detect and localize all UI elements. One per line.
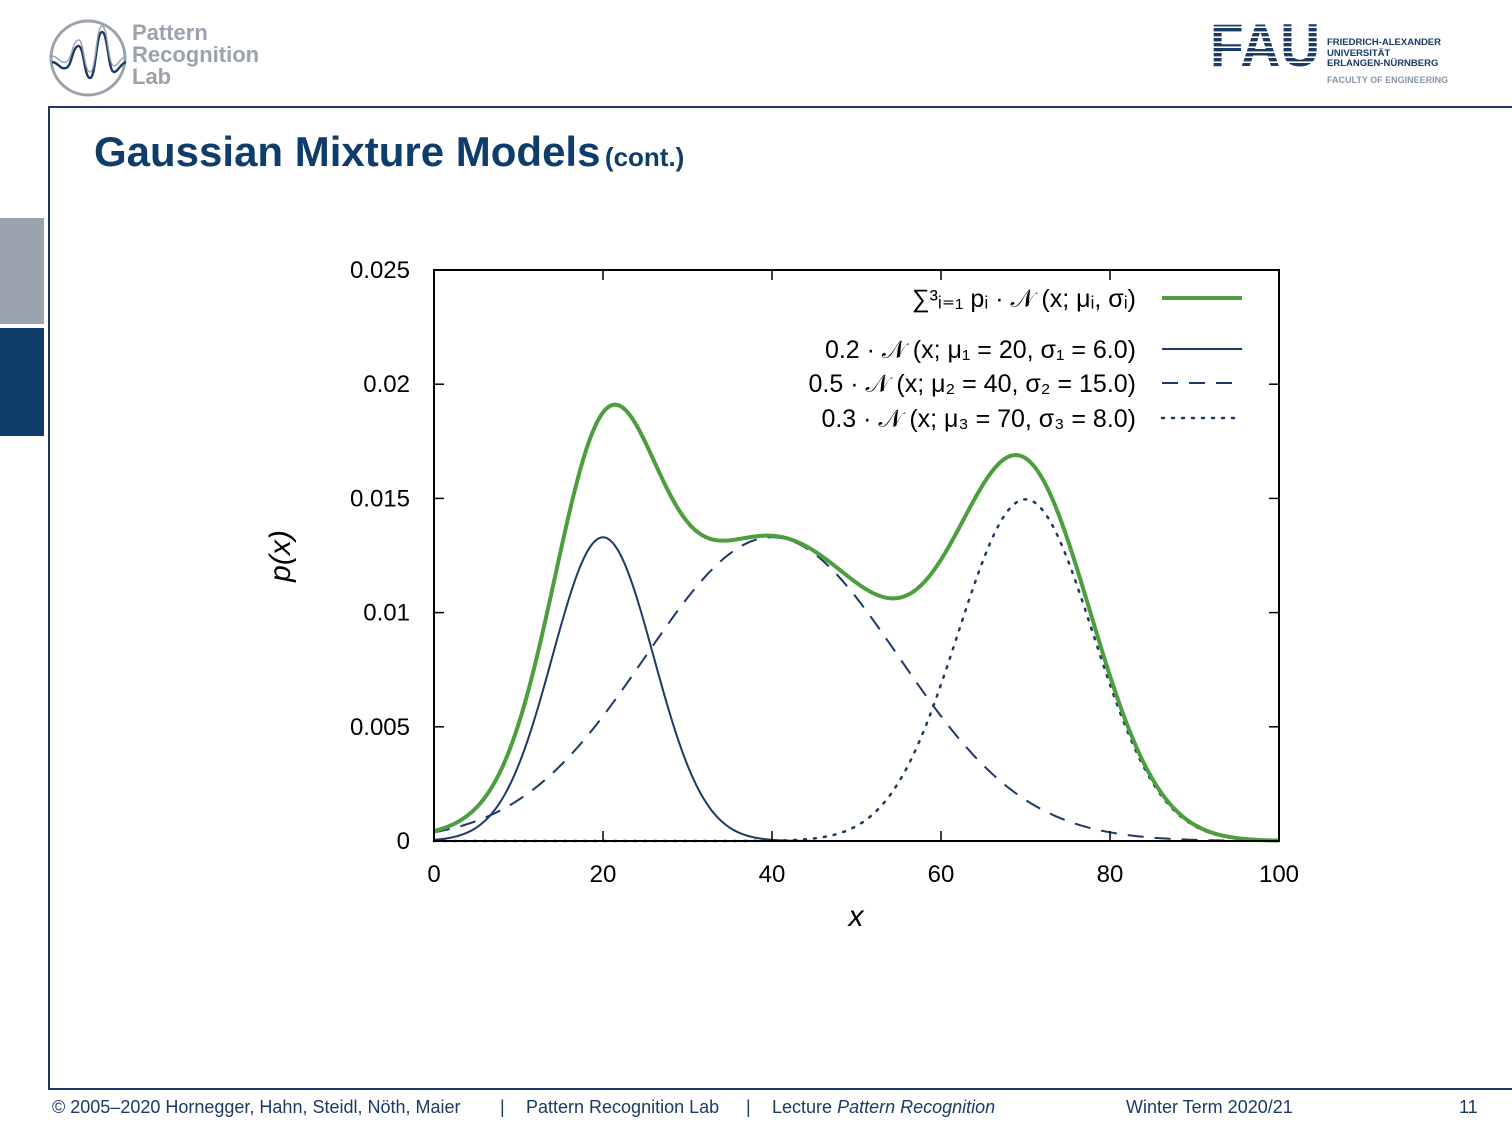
series-line-2 (433, 536, 1279, 842)
footer-page-number: 11 (1459, 1097, 1478, 1117)
y-tick-label: 0.02 (363, 371, 410, 398)
side-tab-active[interactable] (0, 328, 44, 436)
series-line-4 (432, 498, 1281, 843)
side-tab-upper[interactable] (0, 218, 44, 324)
legend-label-3: 0.5 · 𝒩 (x; μ₂ = 40, σ₂ = 15.0) (809, 370, 1137, 398)
footer-separator-2: | (746, 1097, 751, 1117)
y-tick-label: 0.025 (350, 257, 410, 284)
fau-line-3: ERLANGEN-NÜRNBERG (1327, 58, 1439, 69)
x-tick-label: 40 (759, 861, 786, 888)
fau-wordmark-icon: FAU (1210, 18, 1320, 70)
y-axis-label: p(x) (264, 530, 297, 583)
footer-separator-1: | (500, 1097, 505, 1117)
lab-logo-line-2: Recognition (132, 42, 260, 67)
legend-label-2: 0.2 · 𝒩 (x; μ₁ = 20, σ₁ = 6.0) (825, 336, 1136, 364)
lab-logo-text: Pattern Recognition Lab (132, 22, 259, 88)
series-line-1 (433, 402, 1280, 843)
pattern-recognition-lab-logo: Pattern Recognition Lab (48, 18, 288, 100)
frame-top-rule (48, 106, 1512, 108)
x-tick-label: 80 (1097, 861, 1124, 888)
footer-term: Winter Term 2020/21 (1126, 1097, 1293, 1117)
x-tick-label: 100 (1259, 861, 1299, 888)
lab-logo-line-1: Pattern (132, 20, 208, 45)
x-axis-label: x (847, 900, 865, 933)
wave-circle-icon (49, 19, 127, 97)
y-tick-label: 0.005 (350, 714, 410, 741)
series-line-3 (433, 536, 1280, 842)
plot-frame (433, 269, 1280, 842)
fau-logo: FAU FRIEDRICH-ALEXANDER UNIVERSITÄT ERLA… (1210, 18, 1500, 88)
frame-left-rule (48, 106, 50, 1090)
fau-university-name: FRIEDRICH-ALEXANDER UNIVERSITÄT ERLANGEN… (1327, 37, 1441, 70)
y-tick-label: 0.015 (350, 485, 410, 512)
footer-lecture-prefix: Lecture (772, 1097, 833, 1117)
footer-copyright: © 2005–2020 Hornegger, Hahn, Steidl, Nöt… (52, 1097, 461, 1117)
fau-line-2: UNIVERSITÄT (1327, 47, 1391, 59)
frame-bottom-rule (48, 1088, 1512, 1090)
footer-lecture: Lecture Pattern Recognition (772, 1097, 995, 1118)
y-tick-label: 0.01 (363, 600, 410, 627)
slide-title: Gaussian Mixture Models (cont.) (94, 128, 684, 176)
x-tick-label: 0 (427, 861, 440, 888)
legend-label-4: 0.3 · 𝒩 (x; μ₃ = 70, σ₃ = 8.0) (821, 405, 1136, 433)
fau-wordmark: FAU (1210, 18, 1320, 70)
fau-faculty: FACULTY OF ENGINEERING (1327, 75, 1449, 85)
footer-lab: Pattern Recognition Lab (526, 1097, 720, 1117)
x-tick-label: 60 (928, 861, 955, 888)
legend-label-1: ∑³ᵢ₌₁ pᵢ · 𝒩 (x; μᵢ, σᵢ) (912, 285, 1136, 313)
x-tick-label: 20 (590, 861, 617, 888)
fau-line-1: FRIEDRICH-ALEXANDER (1327, 37, 1441, 48)
y-tick-label: 0 (397, 828, 410, 855)
slide-title-suffix: (cont.) (604, 142, 685, 172)
slide-title-main: Gaussian Mixture Models (94, 128, 601, 175)
lab-logo-line-3: Lab (132, 64, 172, 89)
footer-lecture-name: Pattern Recognition (837, 1097, 996, 1117)
